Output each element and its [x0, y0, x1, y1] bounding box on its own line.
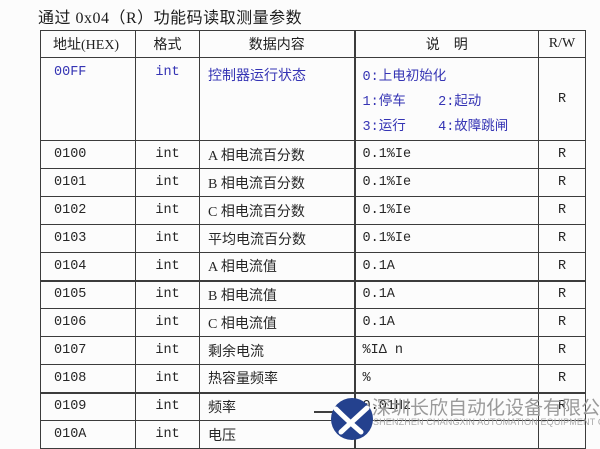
cell-address: 0100	[40, 140, 136, 169]
cell-address: 0104	[40, 252, 136, 281]
cell-address: 0103	[40, 224, 136, 253]
table-row: 0108 int 热容量频率% R	[40, 364, 586, 393]
cell-format: int	[135, 252, 200, 281]
cell-rw: R	[538, 336, 586, 365]
cell-rw: R	[538, 364, 586, 393]
cell-rw: R	[538, 308, 586, 337]
cell-rw: R	[538, 252, 586, 281]
cell-content: C 相电流百分数	[199, 196, 355, 225]
table-row: 0106 int C 相电流值 0.1A R	[40, 308, 586, 337]
description-line: 0.1%Ie	[362, 147, 412, 162]
cell-description: 0.01Hz	[353, 391, 539, 421]
col-header-address: 地址(HEX)	[40, 30, 136, 58]
cell-address: 0106	[40, 308, 136, 337]
description-line: 0.01Hz	[362, 399, 412, 415]
cell-description: 0.1A	[353, 279, 539, 309]
cell-description: 0.1%Ie	[353, 140, 539, 169]
table-row: 00FF int 控制器运行状态 0:上电初始化 1:停车 2:起动 3:运行 4:故障跳…	[40, 57, 586, 141]
cell-content: 平均电流百分数	[199, 224, 355, 253]
cell-content: 热容量频率	[199, 364, 355, 393]
cell-rw: R	[538, 279, 586, 309]
cell-content: 频率	[199, 391, 355, 421]
cell-description: %	[353, 364, 539, 393]
page-title: 通过 0x04（R）功能码读取测量参数	[38, 10, 303, 27]
cell-rw: R	[538, 196, 586, 225]
cell-address: 00FF	[40, 57, 136, 141]
cell-address: 010A	[40, 420, 136, 449]
cell-content: B 相电流百分数	[199, 168, 355, 197]
cell-content: 剩余电流	[199, 336, 355, 365]
table-row: 0104 int A 相电流值 0.1A R	[40, 252, 586, 281]
col-header-format: 格式	[135, 30, 200, 58]
cell-rw	[538, 420, 586, 449]
table-row: 0101 int B 相电流百分数 0.1%Ie R	[40, 168, 586, 197]
cell-rw: R	[538, 168, 586, 197]
cell-description: 0:上电初始化 1:停车 2:起动 3:运行 4:故障跳闸	[353, 57, 539, 141]
description-line: %	[362, 370, 371, 386]
col-header-rw: R/W	[538, 30, 586, 58]
cell-address: 0109	[40, 391, 136, 421]
description-line: 0.1%Ie	[362, 175, 412, 190]
cell-format: int	[135, 308, 200, 337]
cell-content: A 相电流百分数	[199, 140, 355, 169]
cell-description: 0.1%Ie	[353, 168, 539, 197]
cell-address: 0107	[40, 336, 136, 365]
cell-format: int	[135, 57, 200, 141]
cell-rw: R	[538, 140, 586, 169]
cell-description: %IΔ n	[353, 336, 539, 365]
cell-description: 0.1A	[353, 252, 539, 281]
table-row: 0102 int C 相电流百分数 0.1%Ie R	[40, 196, 586, 225]
cell-format: int	[135, 279, 200, 309]
cell-content: C 相电流值	[199, 308, 355, 337]
description-line: 0.1%Ie	[362, 203, 412, 218]
description-line: 0.1%Ie	[362, 231, 412, 246]
cell-description: 0.1%Ie	[353, 224, 539, 253]
cell-address: 0102	[40, 196, 136, 225]
cell-address: 0105	[40, 279, 136, 309]
register-table: 地址(HEX) 格式 数据内容 说 明 R/W 00FF int 控制器运行状态 0:…	[40, 30, 586, 449]
cell-format: int	[135, 364, 200, 393]
cell-format: int	[135, 168, 200, 197]
description-line: 0:上电初始化	[362, 70, 447, 85]
cell-content: A 相电流值	[199, 252, 355, 281]
table-header-row: 地址(HEX) 格式 数据内容 说 明 R/W	[40, 30, 586, 58]
description-line: 1:停车 2:起动	[362, 95, 482, 110]
cell-address: 0108	[40, 364, 136, 393]
description-line: 0.1A	[362, 287, 395, 303]
description-line: 3:运行 4:故障跳闸	[362, 120, 509, 135]
table-row: 0107 int 剩余电流 %IΔ n R	[40, 336, 586, 365]
cell-format: int	[135, 336, 200, 365]
cell-format: int	[135, 224, 200, 253]
table-row: 010A int 电压	[40, 420, 586, 449]
col-header-description: 说 明	[353, 30, 539, 58]
table-row: 0100 int A 相电流百分数 0.1%Ie R	[40, 140, 586, 169]
table-row: 0109 int 频率 0.01Hz R	[40, 391, 586, 421]
cell-address: 0101	[40, 168, 136, 197]
cell-content: B 相电流值	[199, 279, 355, 309]
cell-description: 0.1A	[353, 308, 539, 337]
cell-format: int	[135, 420, 200, 449]
cell-format: int	[135, 196, 200, 225]
table-row: 0105 int B 相电流值 0.1A R	[40, 279, 586, 309]
cell-content: 电压	[199, 420, 355, 449]
cell-format: int	[135, 140, 200, 169]
cell-content: 控制器运行状态	[199, 57, 355, 141]
col-header-content: 数据内容	[199, 30, 355, 58]
cell-description: 0.1%Ie	[353, 196, 539, 225]
cell-rw: R	[538, 391, 586, 421]
cell-description	[353, 420, 539, 449]
cell-rw: R	[538, 224, 586, 253]
description-line: 0.1A	[362, 315, 395, 330]
cell-format: int	[135, 391, 200, 421]
description-line: 0.1A	[362, 258, 395, 274]
description-line: %IΔ n	[362, 343, 404, 358]
cell-rw: R	[538, 57, 586, 141]
table-row: 0103 int 平均电流百分数 0.1%Ie R	[40, 224, 586, 253]
